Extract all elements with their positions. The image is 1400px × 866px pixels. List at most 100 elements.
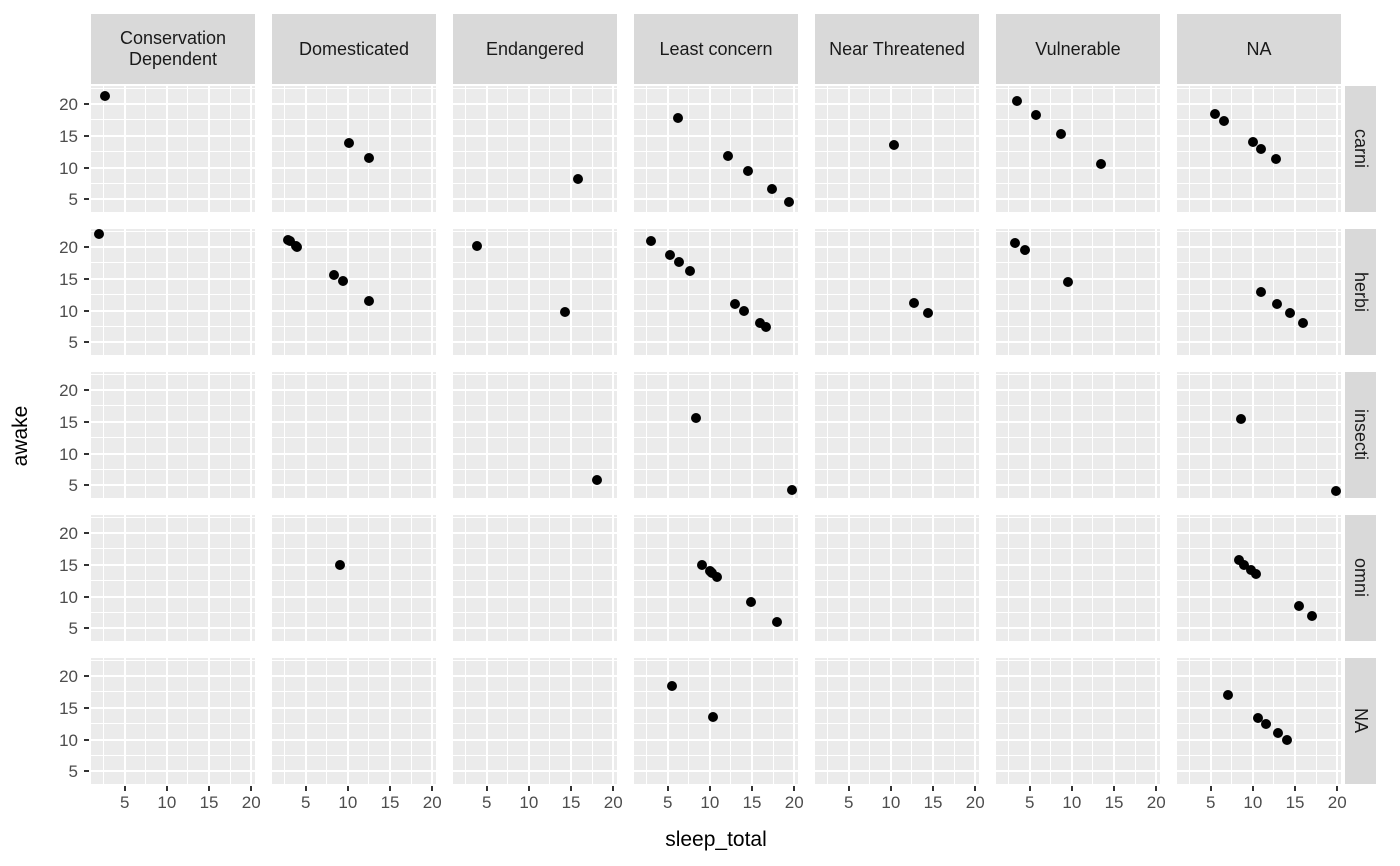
facet-panel bbox=[1177, 229, 1341, 355]
minor-gridline-x bbox=[772, 372, 774, 498]
major-gridline-x bbox=[389, 86, 392, 212]
major-gridline-x bbox=[751, 515, 754, 641]
major-gridline-x bbox=[932, 229, 935, 355]
y-axis-tick bbox=[84, 341, 89, 344]
minor-gridline-y bbox=[453, 659, 617, 661]
minor-gridline-y bbox=[815, 405, 979, 407]
major-gridline-x bbox=[751, 229, 754, 355]
facet-column-strip: Domesticated bbox=[272, 14, 436, 84]
minor-gridline-x bbox=[507, 229, 509, 355]
minor-gridline-y bbox=[1177, 325, 1341, 327]
major-gridline-y bbox=[1177, 277, 1341, 280]
minor-gridline-x bbox=[187, 658, 189, 784]
y-axis-tick bbox=[84, 484, 89, 487]
y-axis-tick-label: 20 bbox=[59, 381, 78, 401]
data-point bbox=[1246, 564, 1257, 575]
minor-gridline-y bbox=[1177, 87, 1341, 89]
major-gridline-y bbox=[453, 166, 617, 169]
data-point bbox=[100, 90, 111, 101]
facet-panel bbox=[634, 658, 798, 784]
major-gridline-y bbox=[815, 341, 979, 344]
major-gridline-y bbox=[1177, 563, 1341, 566]
data-point bbox=[1239, 559, 1250, 570]
minor-gridline-x bbox=[549, 86, 551, 212]
minor-gridline-x bbox=[1092, 658, 1094, 784]
major-gridline-y bbox=[815, 738, 979, 741]
minor-gridline-y bbox=[91, 230, 255, 232]
major-gridline-x bbox=[431, 515, 434, 641]
facet-panel bbox=[91, 86, 255, 212]
major-gridline-x bbox=[974, 229, 977, 355]
major-gridline-x bbox=[1251, 372, 1254, 498]
major-gridline-x bbox=[793, 86, 796, 212]
major-gridline-y bbox=[1177, 198, 1341, 201]
minor-gridline-x bbox=[410, 515, 412, 641]
minor-gridline-x bbox=[410, 372, 412, 498]
major-gridline-x bbox=[974, 86, 977, 212]
minor-gridline-x bbox=[911, 229, 913, 355]
minor-gridline-x bbox=[507, 658, 509, 784]
minor-gridline-y bbox=[634, 611, 798, 613]
major-gridline-x bbox=[847, 229, 850, 355]
major-gridline-x bbox=[612, 86, 615, 212]
minor-gridline-y bbox=[996, 294, 1160, 296]
minor-gridline-x bbox=[1008, 515, 1010, 641]
minor-gridline-x bbox=[953, 372, 955, 498]
major-gridline-y bbox=[634, 246, 798, 249]
data-point bbox=[1062, 277, 1073, 287]
minor-gridline-y bbox=[91, 691, 255, 693]
y-axis-tick bbox=[84, 166, 89, 169]
minor-gridline-x bbox=[1134, 372, 1136, 498]
minor-gridline-x bbox=[688, 658, 690, 784]
minor-gridline-y bbox=[272, 611, 436, 613]
major-gridline-y bbox=[453, 627, 617, 630]
x-axis-tick bbox=[1251, 786, 1254, 791]
facet-panel bbox=[1177, 515, 1341, 641]
major-gridline-x bbox=[932, 372, 935, 498]
major-gridline-y bbox=[453, 341, 617, 344]
y-axis-tick bbox=[84, 738, 89, 741]
minor-gridline-y bbox=[996, 405, 1160, 407]
major-gridline-x bbox=[793, 658, 796, 784]
minor-gridline-y bbox=[272, 659, 436, 661]
data-point bbox=[786, 484, 797, 495]
major-gridline-y bbox=[453, 452, 617, 455]
major-gridline-y bbox=[634, 627, 798, 630]
major-gridline-x bbox=[250, 86, 253, 212]
major-gridline-y bbox=[272, 484, 436, 487]
major-gridline-y bbox=[1177, 341, 1341, 344]
minor-gridline-x bbox=[1134, 229, 1136, 355]
major-gridline-x bbox=[208, 229, 211, 355]
major-gridline-x bbox=[974, 515, 977, 641]
x-axis-tick-label: 15 bbox=[1104, 793, 1124, 812]
minor-gridline-y bbox=[1177, 516, 1341, 518]
x-axis-tick-label: 15 bbox=[380, 793, 400, 812]
minor-gridline-y bbox=[815, 516, 979, 518]
major-gridline-x bbox=[932, 658, 935, 784]
major-gridline-x bbox=[123, 372, 126, 498]
minor-gridline-x bbox=[730, 86, 732, 212]
major-gridline-y bbox=[996, 246, 1160, 249]
major-gridline-y bbox=[815, 706, 979, 709]
x-axis-tick bbox=[1336, 786, 1339, 791]
major-gridline-y bbox=[1177, 627, 1341, 630]
data-point bbox=[1222, 690, 1233, 701]
minor-gridline-x bbox=[730, 372, 732, 498]
major-gridline-x bbox=[708, 372, 711, 498]
minor-gridline-x bbox=[1189, 515, 1191, 641]
minor-gridline-x bbox=[1092, 515, 1094, 641]
minor-gridline-y bbox=[91, 548, 255, 550]
minor-gridline-x bbox=[326, 229, 328, 355]
major-gridline-x bbox=[1336, 515, 1339, 641]
major-gridline-x bbox=[847, 658, 850, 784]
data-point bbox=[1331, 486, 1342, 497]
minor-gridline-x bbox=[145, 515, 147, 641]
y-axis-tick-label: 5 bbox=[68, 762, 78, 782]
major-gridline-y bbox=[815, 675, 979, 678]
data-point bbox=[1010, 237, 1021, 248]
y-axis-tick bbox=[84, 198, 89, 201]
y-axis-tick-label: 20 bbox=[59, 524, 78, 544]
data-point bbox=[1256, 143, 1267, 154]
facet-column-strip: NA bbox=[1177, 14, 1341, 84]
major-gridline-x bbox=[1070, 86, 1073, 212]
